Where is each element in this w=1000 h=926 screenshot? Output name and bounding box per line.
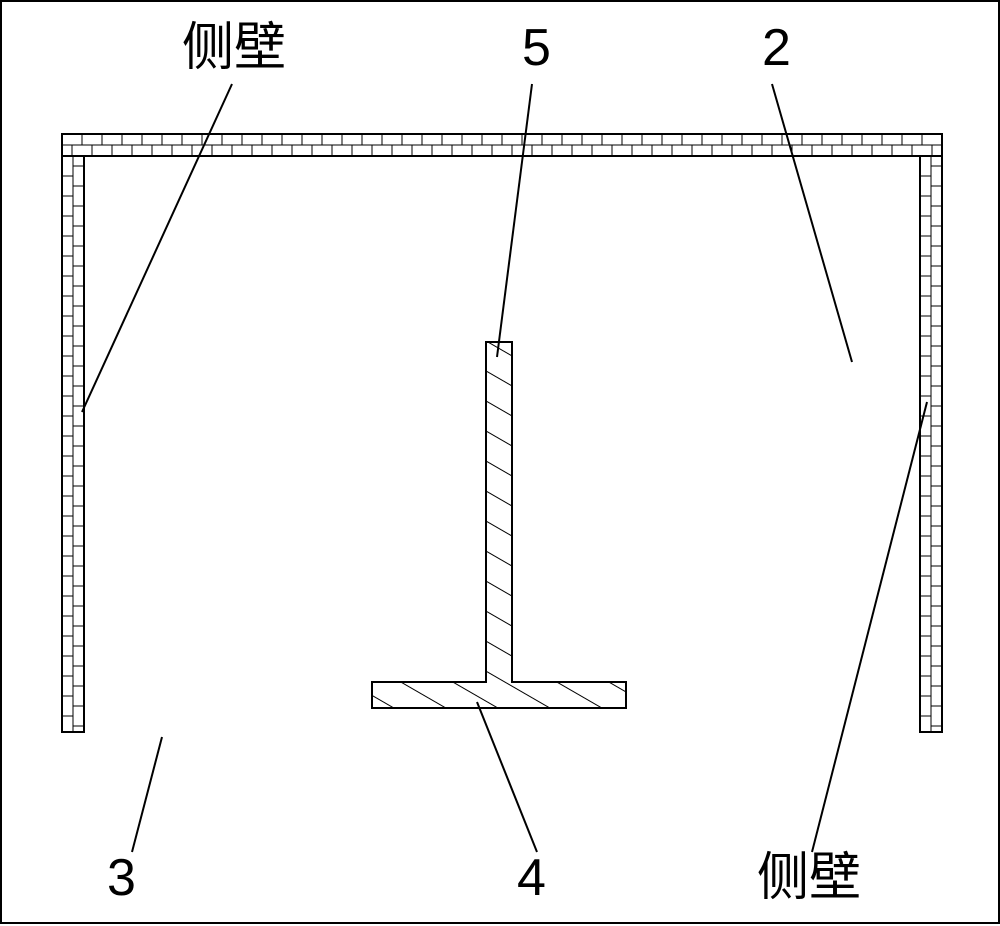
callout-4: 4 [517, 852, 546, 904]
label-side-wall-top-left: 侧壁 [182, 22, 286, 74]
callout-2: 2 [762, 22, 791, 74]
diagram-svg [2, 2, 1000, 926]
label-side-wall-bottom-right: 侧壁 [757, 852, 861, 904]
callout-3: 3 [107, 852, 136, 904]
callout-5: 5 [522, 22, 551, 74]
diagram-frame: 侧壁 5 2 3 4 侧壁 [0, 0, 1000, 924]
